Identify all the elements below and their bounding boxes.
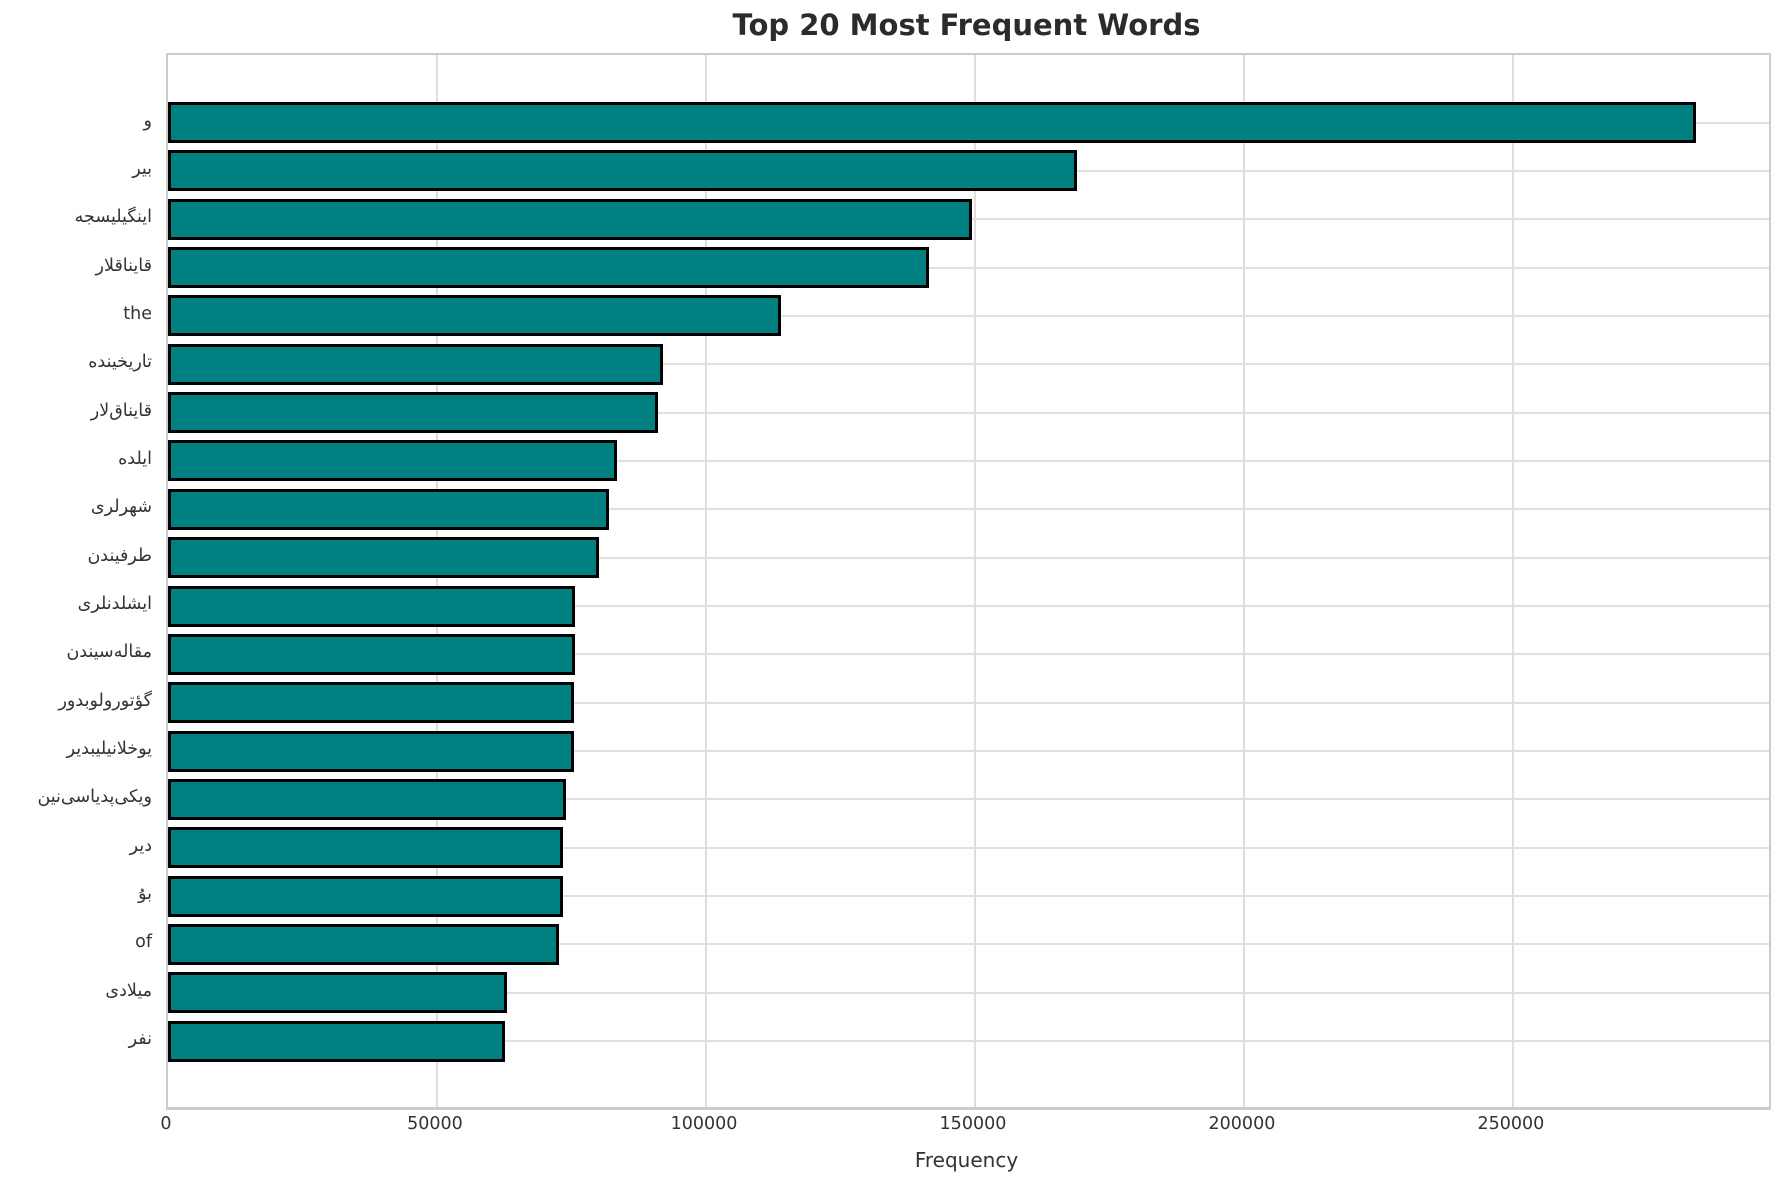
y-tick-label: طرفیندن bbox=[87, 545, 152, 566]
gridline-horizontal bbox=[168, 556, 1769, 559]
gridline-horizontal bbox=[168, 943, 1769, 946]
y-tick-label: بۇ bbox=[138, 884, 152, 905]
bar bbox=[168, 730, 574, 772]
gridline-horizontal bbox=[168, 750, 1769, 753]
y-tick-label: قایناق‌لار bbox=[90, 400, 152, 421]
y-tick-label: میلادی bbox=[105, 980, 152, 1001]
bar bbox=[168, 247, 930, 289]
bar bbox=[168, 198, 973, 240]
gridline-vertical bbox=[704, 55, 707, 1107]
y-tick-label: نفر bbox=[128, 1029, 152, 1050]
y-tick-label: ایلده bbox=[118, 448, 152, 469]
y-tick-label: of bbox=[135, 932, 152, 953]
bar bbox=[168, 392, 658, 434]
gridline-horizontal bbox=[168, 798, 1769, 801]
gridline-horizontal bbox=[168, 314, 1769, 317]
bar bbox=[168, 875, 563, 917]
x-tick-label: 150000 bbox=[939, 1114, 1007, 1134]
x-tick-label: 50000 bbox=[407, 1114, 463, 1134]
gridline-vertical bbox=[435, 55, 438, 1107]
y-tick-label: گؤتورولوبدور bbox=[58, 690, 152, 711]
gridline-horizontal bbox=[168, 508, 1769, 511]
y-tick-label: مقاله‌سیندن bbox=[66, 642, 152, 663]
y-tick-label: ویکی‌پدیاسی‌نین bbox=[37, 787, 152, 808]
bar bbox=[168, 1020, 505, 1062]
bar bbox=[168, 488, 610, 530]
gridline-horizontal bbox=[168, 653, 1769, 656]
gridline-vertical bbox=[1242, 55, 1245, 1107]
bar bbox=[168, 150, 1078, 192]
y-tick-label: بیر bbox=[132, 158, 152, 179]
gridline-horizontal bbox=[168, 411, 1769, 414]
bar bbox=[168, 827, 564, 869]
gridline-horizontal bbox=[168, 701, 1769, 704]
gridline-vertical bbox=[973, 55, 976, 1107]
gridline-horizontal bbox=[168, 846, 1769, 849]
bar bbox=[168, 537, 600, 579]
gridline-horizontal bbox=[168, 605, 1769, 607]
gridline-horizontal bbox=[168, 266, 1769, 269]
y-tick-label: ایشلدنلری bbox=[77, 594, 152, 614]
bar bbox=[168, 682, 575, 724]
y-tick-label: قایناقلار bbox=[95, 255, 152, 276]
gridline-horizontal bbox=[168, 991, 1769, 994]
y-tick-label: دیر bbox=[129, 835, 152, 856]
y-tick-label: شهرلری bbox=[90, 497, 152, 518]
y-tick-label: و bbox=[143, 110, 152, 131]
plot-area bbox=[166, 53, 1771, 1110]
bar bbox=[168, 923, 559, 965]
y-tick-label: اینگیلیسجه bbox=[74, 207, 152, 228]
gridline-horizontal bbox=[168, 459, 1769, 462]
gridline-horizontal bbox=[168, 895, 1769, 898]
y-tick-label: یوخلانیلیبدیر bbox=[66, 739, 152, 760]
bar bbox=[168, 295, 782, 337]
gridline-horizontal bbox=[168, 363, 1769, 366]
x-axis-label: Frequency bbox=[914, 1148, 1019, 1172]
bar bbox=[168, 440, 618, 482]
y-tick-label: تاریخینده bbox=[88, 352, 152, 373]
x-tick-label: 200000 bbox=[1208, 1114, 1276, 1134]
bar bbox=[168, 585, 576, 627]
bar bbox=[168, 972, 507, 1014]
y-tick-label: the bbox=[123, 303, 152, 324]
bar bbox=[168, 778, 567, 820]
bar bbox=[168, 343, 663, 385]
bar bbox=[168, 633, 575, 675]
gridline-horizontal bbox=[168, 1040, 1769, 1043]
x-tick-label: 100000 bbox=[670, 1114, 738, 1134]
chart-title: Top 20 Most Frequent Words bbox=[732, 8, 1201, 42]
gridline-vertical bbox=[1511, 55, 1514, 1107]
x-tick-label: 0 bbox=[160, 1114, 172, 1134]
bar bbox=[168, 102, 1696, 143]
x-tick-label: 250000 bbox=[1477, 1114, 1545, 1134]
